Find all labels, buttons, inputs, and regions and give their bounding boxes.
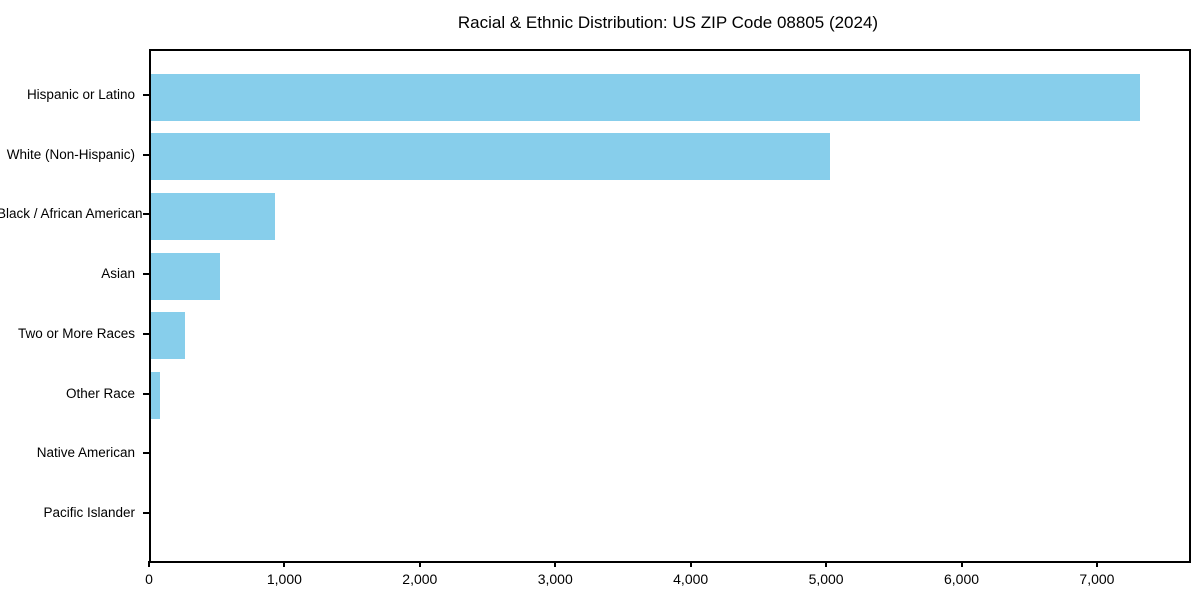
x-tick-label-2000: 2,000 — [402, 571, 438, 587]
y-axis-tick — [143, 332, 149, 335]
x-tick-label-7000: 7,000 — [1079, 571, 1115, 587]
plot-area — [149, 49, 1191, 563]
y-axis-tick — [143, 94, 149, 96]
y-axis-tick — [143, 213, 149, 216]
x-axis-tick — [825, 561, 828, 567]
x-axis-tick — [1095, 561, 1098, 567]
y-axis-tick — [143, 512, 149, 514]
x-axis-tick — [418, 561, 421, 567]
bar-two-or-more-races — [151, 312, 185, 360]
bar-white-non-hispanic — [151, 133, 831, 181]
y-tick-label-native-american: Native American — [36, 445, 135, 461]
x-axis-tick — [554, 561, 557, 567]
y-axis-tick — [143, 153, 149, 156]
bar-hispanic-or-latino — [151, 73, 1140, 121]
y-tick-label-other-race: Other Race — [65, 385, 135, 401]
x-axis-tick — [148, 561, 150, 567]
x-tick-label-4000: 4,000 — [673, 571, 709, 587]
y-tick-label-white-non-hispanic: White (Non-Hispanic) — [6, 146, 135, 162]
x-tick-label-1000: 1,000 — [266, 571, 302, 587]
y-tick-label-hispanic-or-latino: Hispanic or Latino — [26, 87, 135, 102]
bar-other-race — [151, 372, 160, 420]
x-axis-tick — [689, 561, 692, 567]
x-axis-tick — [283, 561, 286, 567]
x-axis-tick — [960, 561, 963, 567]
bar-asian — [151, 252, 221, 300]
y-tick-label-pacific-islander: Pacific Islander — [43, 505, 135, 520]
y-tick-label-asian: Asian — [101, 266, 135, 282]
y-axis-tick — [143, 273, 149, 276]
x-tick-label-0: 0 — [145, 571, 153, 587]
x-tick-label-6000: 6,000 — [943, 571, 980, 587]
x-tick-label-3000: 3,000 — [537, 571, 573, 587]
y-tick-label-black-african-american: Black / African American — [0, 206, 143, 222]
y-axis-tick — [143, 392, 149, 395]
x-tick-label-5000: 5,000 — [808, 571, 844, 587]
y-axis-tick — [143, 452, 149, 455]
y-tick-label-two-or-more-races: Two or More Races — [17, 325, 135, 341]
bar-black-african-american — [151, 192, 275, 240]
chart-title: Racial & Ethnic Distribution: US ZIP Cod… — [457, 13, 879, 32]
